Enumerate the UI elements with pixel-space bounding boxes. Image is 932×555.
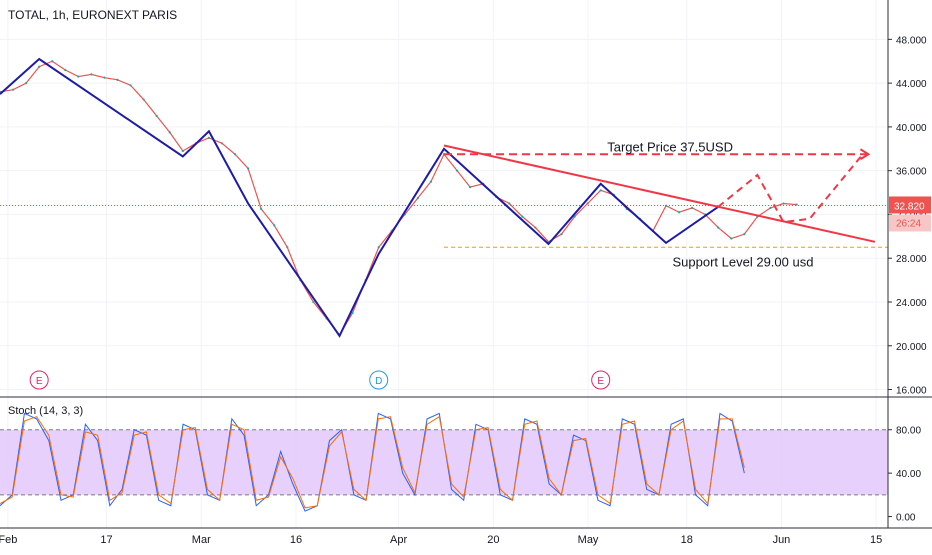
event-marker-d-icon — [369, 370, 389, 390]
time-tick-label: 17 — [100, 534, 112, 546]
price-tick-label: 44.000 — [896, 79, 927, 90]
price-point — [260, 207, 263, 211]
event-marker-label: E — [36, 376, 43, 387]
price-point — [508, 202, 511, 205]
price-tick-label: 16.000 — [896, 386, 927, 397]
countdown-value: 26:24 — [896, 218, 921, 229]
price-point — [743, 233, 746, 236]
zigzag-line — [0, 57, 719, 338]
price-point — [25, 82, 28, 85]
price-point — [429, 180, 433, 183]
price-point — [220, 142, 224, 145]
target-price-label: Target Price 37.5USD — [607, 139, 733, 154]
price-point — [247, 167, 250, 170]
price-point — [142, 98, 145, 101]
price-point — [521, 215, 524, 218]
price-tick-label: 20.000 — [896, 342, 927, 353]
time-tick-label: 20 — [487, 534, 499, 546]
stoch-tick-label: 40.00 — [896, 469, 921, 480]
price-point — [11, 88, 15, 91]
stochastic-panel — [0, 412, 888, 512]
price-point — [77, 75, 80, 78]
price-point — [38, 65, 41, 68]
price-point — [51, 60, 54, 63]
time-tick-label: 16 — [290, 534, 302, 546]
current-price-value: 32.820 — [894, 201, 925, 212]
price-point — [181, 149, 184, 153]
current-price-badge — [889, 196, 931, 214]
event-marker-e-icon — [591, 370, 611, 390]
price-tick-label: 40.000 — [896, 123, 927, 134]
time-tick-label: Jun — [773, 534, 791, 546]
price-point — [573, 215, 576, 218]
price-point — [664, 204, 668, 207]
price-point — [455, 169, 459, 172]
price-point — [273, 224, 276, 227]
price-point — [286, 246, 289, 249]
price-point — [233, 153, 237, 156]
event-marker-label: D — [375, 376, 382, 387]
price-point — [534, 226, 537, 229]
price-point — [207, 136, 211, 139]
time-tick-label: Feb — [0, 534, 17, 546]
stoch-d-line — [0, 415, 745, 509]
price-tick-label: 48.000 — [896, 35, 927, 46]
price-point — [377, 246, 380, 249]
stoch-tick-label: 80.00 — [896, 426, 921, 437]
price-tick-label: 24.000 — [896, 298, 927, 309]
price-point — [560, 233, 563, 236]
time-tick-label: Mar — [192, 534, 211, 546]
price-point — [795, 203, 798, 206]
price-tick-label: 28.000 — [896, 254, 927, 265]
price-point — [782, 202, 785, 205]
price-point — [769, 206, 772, 209]
time-tick-label: May — [578, 534, 599, 546]
target-arrowhead — [859, 148, 871, 161]
chart-title: TOTAL, 1h, EURONEXT PARIS — [8, 8, 178, 22]
price-point — [469, 185, 472, 189]
price-point — [677, 211, 681, 214]
price-point — [64, 68, 67, 72]
price-point — [129, 84, 132, 87]
price-point — [103, 76, 106, 79]
stoch-tick-label: 0.00 — [896, 513, 916, 524]
time-tick-label: 15 — [870, 534, 882, 546]
price-point — [312, 300, 315, 304]
price-point — [155, 114, 158, 118]
event-marker-label: E — [597, 376, 604, 387]
price-point — [351, 311, 354, 315]
price-tick-label: 36.000 — [896, 167, 927, 178]
event-marker-e-icon — [29, 370, 49, 390]
price-point — [691, 206, 694, 209]
time-tick-label: 18 — [681, 534, 693, 546]
price-point — [116, 78, 119, 81]
price-point — [599, 189, 602, 192]
price-point — [717, 226, 720, 229]
annotations-layer: Target Price 37.5USD Support Level 29.00 … — [0, 57, 888, 390]
resistance-trendline — [443, 144, 876, 243]
forecast-path — [717, 154, 863, 224]
stoch-label: Stoch (14, 3, 3) — [8, 405, 84, 417]
price-point — [586, 202, 589, 205]
time-tick-label: Apr — [390, 534, 407, 546]
price-point — [90, 73, 93, 76]
countdown-badge — [889, 214, 931, 232]
price-panel — [0, 60, 888, 336]
price-point — [730, 237, 733, 240]
price-point — [168, 131, 171, 134]
price-point — [416, 196, 419, 200]
support-level-label: Support Level 29.00 usd — [673, 254, 814, 269]
